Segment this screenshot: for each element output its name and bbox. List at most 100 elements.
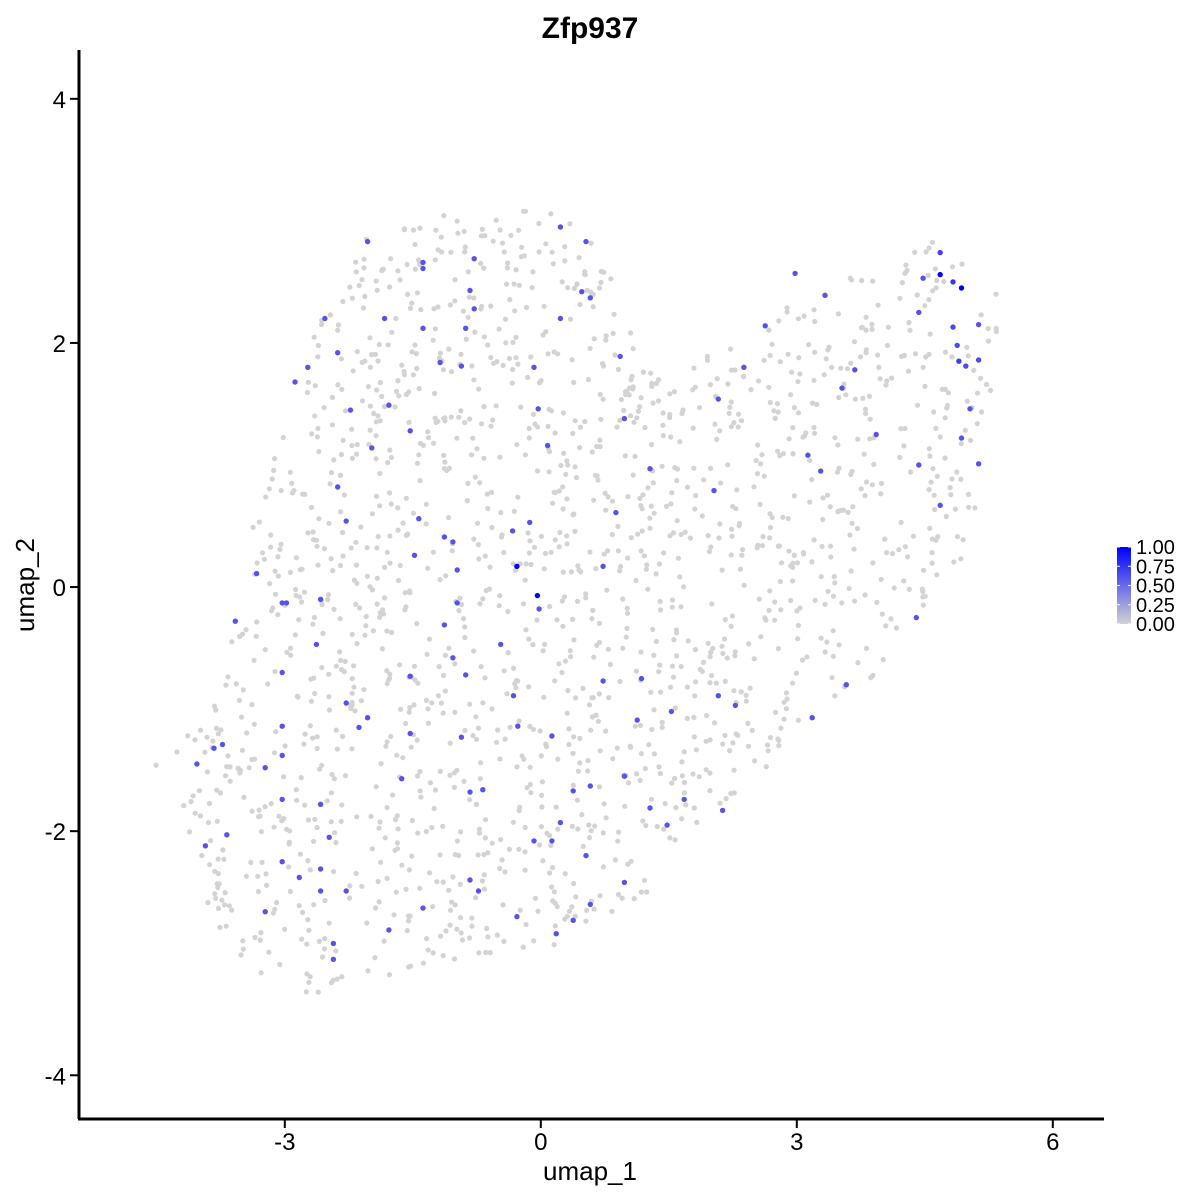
cell-point	[730, 740, 736, 746]
cell-point	[367, 584, 373, 590]
cell-point	[880, 656, 886, 663]
cell-point	[364, 573, 370, 579]
expressing-cell-point	[873, 431, 879, 438]
cell-point	[562, 871, 568, 877]
cell-point	[478, 760, 484, 766]
cell-point	[593, 712, 599, 718]
cell-point	[772, 617, 778, 623]
cell-point	[353, 259, 359, 265]
cell-point	[724, 655, 730, 661]
cell-point	[756, 596, 762, 602]
cell-point	[855, 660, 861, 666]
cell-point	[243, 627, 249, 633]
cell-point	[910, 533, 917, 539]
cell-point	[690, 387, 696, 393]
cell-point	[333, 663, 339, 669]
cell-point	[535, 908, 541, 914]
cell-point	[565, 462, 571, 468]
cell-point	[251, 657, 257, 663]
cell-point	[820, 516, 826, 523]
cell-point	[495, 727, 501, 733]
cell-point	[587, 345, 593, 351]
cell-point	[548, 211, 554, 217]
expressing-cell-point	[253, 570, 260, 577]
cell-point	[958, 476, 964, 482]
cell-point	[481, 455, 487, 461]
cell-point	[536, 249, 542, 255]
cell-point	[447, 302, 453, 308]
cell-point	[812, 349, 818, 355]
cell-point	[776, 318, 782, 324]
cell-point	[275, 554, 281, 560]
cell-point	[858, 325, 865, 331]
cell-point	[254, 560, 260, 566]
cell-point	[275, 573, 281, 579]
expressing-cell-point	[549, 733, 555, 739]
y-axis-label: umap_2	[10, 538, 40, 632]
cell-point	[388, 501, 394, 507]
cell-point	[329, 422, 335, 428]
cell-point	[870, 672, 876, 679]
cell-point	[786, 436, 792, 442]
cell-point	[404, 261, 410, 268]
cell-point	[385, 342, 391, 348]
cell-point	[497, 454, 503, 460]
cell-point	[359, 883, 365, 889]
cell-point	[328, 470, 335, 476]
cell-point	[586, 822, 592, 828]
cell-point	[870, 560, 876, 566]
cell-point	[197, 813, 203, 819]
cell-point	[588, 289, 594, 295]
cell-point	[481, 851, 487, 858]
cell-point	[341, 492, 347, 498]
cell-point	[308, 698, 315, 704]
cell-point	[478, 233, 484, 239]
cell-point	[448, 414, 454, 420]
cell-point	[328, 980, 334, 986]
cell-point	[328, 819, 334, 825]
cell-point	[387, 533, 393, 539]
cell-point	[446, 465, 452, 471]
cell-point	[774, 401, 781, 407]
cell-point	[377, 418, 383, 424]
cell-point	[223, 682, 229, 688]
cell-point	[468, 452, 475, 458]
cell-point	[559, 669, 565, 676]
cell-point	[312, 413, 318, 419]
cell-point	[760, 534, 766, 540]
cell-point	[616, 829, 622, 835]
cell-point	[651, 751, 658, 757]
cell-point	[423, 521, 429, 527]
cell-point	[301, 589, 307, 595]
cell-point	[669, 663, 676, 669]
cell-point	[499, 532, 505, 538]
cell-point	[262, 804, 268, 810]
cell-point	[400, 520, 406, 526]
cell-point	[596, 620, 603, 627]
expressing-cell-point	[514, 563, 520, 569]
cell-point	[637, 495, 643, 501]
cell-point	[395, 527, 401, 533]
cell-point	[861, 451, 867, 457]
cell-point	[258, 930, 264, 936]
cell-point	[933, 285, 939, 291]
cell-point	[456, 608, 462, 614]
cell-point	[935, 534, 941, 540]
cell-point	[540, 858, 546, 864]
cell-point	[426, 636, 433, 642]
color-legend: 0.000.250.500.751.00	[1117, 537, 1175, 636]
cell-point	[284, 649, 290, 655]
cell-point	[375, 533, 381, 540]
expressing-cell-point	[317, 888, 324, 894]
cell-point	[513, 685, 519, 691]
cell-point	[465, 480, 471, 486]
cell-point	[185, 733, 191, 739]
cell-point	[656, 669, 662, 675]
cell-point	[965, 353, 971, 359]
cell-point	[377, 503, 383, 509]
expressing-cell-point	[232, 618, 238, 624]
cell-point	[374, 287, 380, 293]
cell-point	[261, 556, 268, 562]
cell-point	[367, 364, 373, 370]
cell-point	[671, 389, 678, 395]
